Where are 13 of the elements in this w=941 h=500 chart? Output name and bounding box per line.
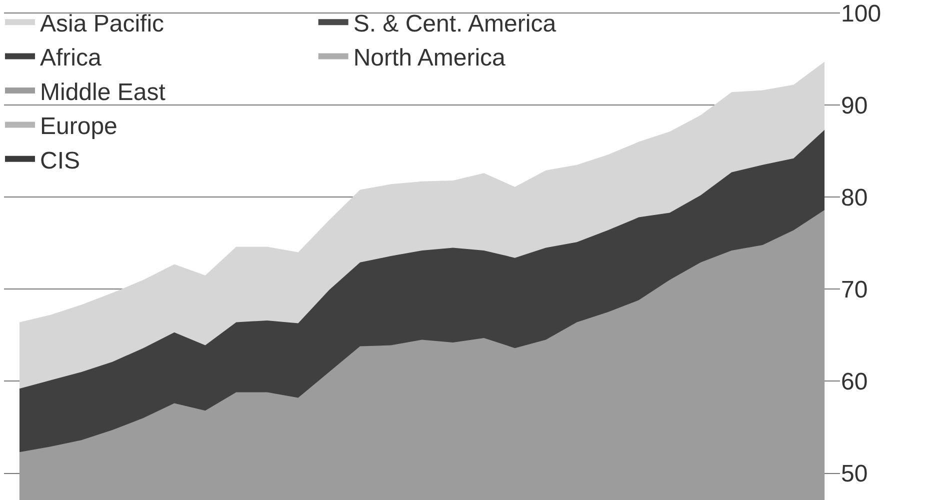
legend-label: North America [353,44,506,72]
legend-label: CIS [40,147,80,174]
legend-label: Africa [40,44,102,72]
y-tick-label: 50 [841,460,868,488]
y-tick-label: 60 [841,368,868,396]
legend-label: S. & Cent. America [353,10,557,38]
y-tick-label: 70 [841,276,868,304]
legend-label: Europe [40,113,118,140]
legend-label: Middle East [40,78,166,106]
y-tick-label: 100 [841,0,882,28]
y-tick-label: 90 [841,92,868,120]
y-tick-label: 80 [841,184,868,212]
legend-label: Asia Pacific [40,10,164,38]
